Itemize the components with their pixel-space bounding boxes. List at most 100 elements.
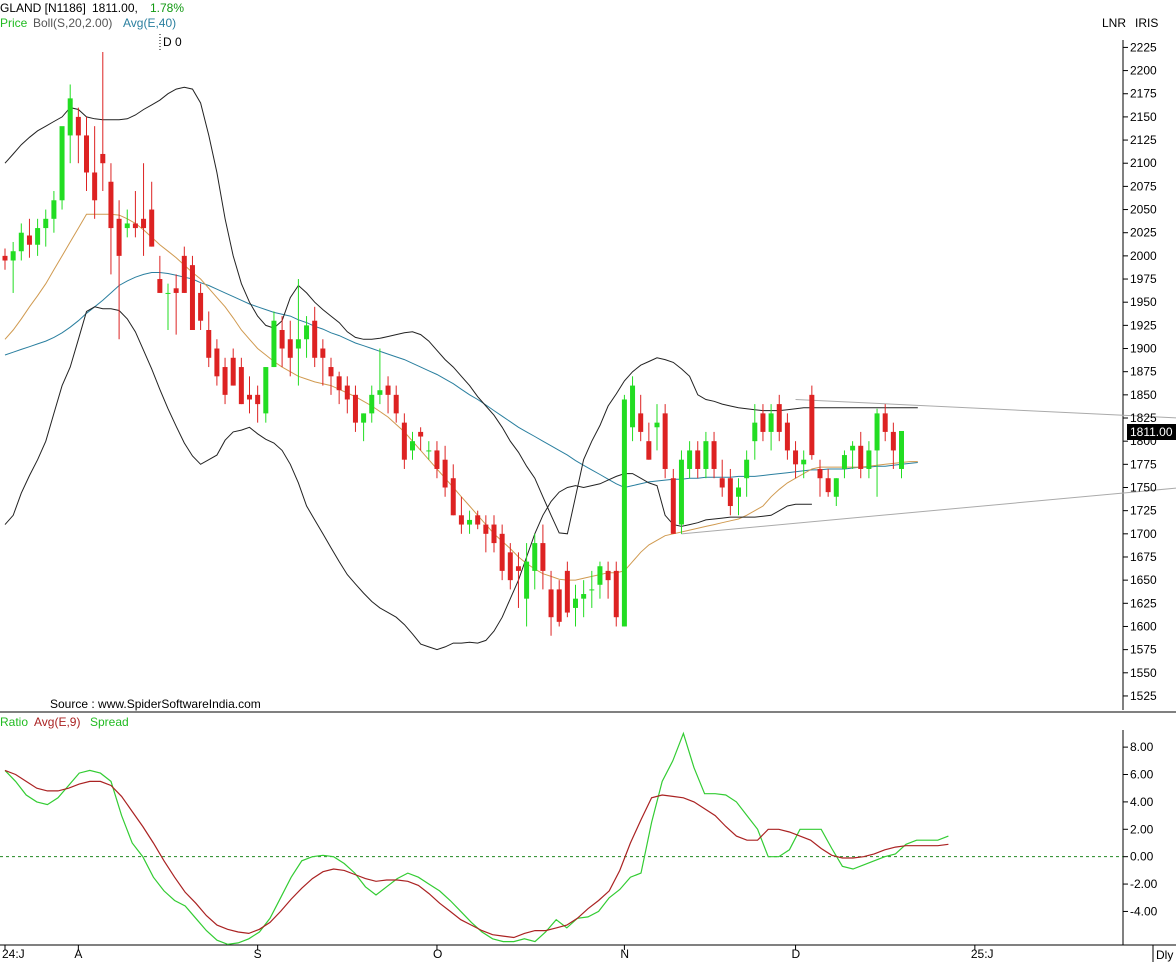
candle: [361, 413, 367, 442]
upper-trendline: [795, 398, 1176, 419]
price-tick-label: 2125: [1130, 133, 1157, 147]
candle-body: [564, 570, 570, 613]
candle: [483, 515, 489, 553]
candle-body: [719, 478, 725, 488]
candle: [10, 241, 16, 293]
legend-avg: Avg(E,40): [123, 16, 176, 30]
candle-body: [711, 441, 717, 469]
candle-body: [695, 450, 701, 469]
ratio-tick-label: 6.00: [1130, 768, 1154, 782]
candle-body: [100, 153, 106, 164]
candle: [377, 348, 383, 405]
candle-body: [670, 478, 676, 534]
candle: [352, 385, 358, 432]
candle: [222, 357, 228, 405]
price-tick-label: 1675: [1130, 550, 1157, 564]
time-tick-label: O: [433, 947, 442, 961]
candle: [124, 209, 130, 238]
price-tick-label: 1625: [1130, 596, 1157, 610]
candle: [589, 570, 595, 608]
candle-body: [295, 339, 301, 349]
candle: [271, 311, 277, 368]
price-tick-label: 2000: [1130, 249, 1157, 263]
candle-body: [401, 422, 407, 460]
candle-body: [230, 357, 236, 386]
candle: [752, 404, 758, 460]
candle-body: [361, 413, 367, 423]
price-tick-label: 2075: [1130, 179, 1157, 193]
candle-body: [198, 292, 204, 321]
candle: [320, 339, 326, 386]
boll-lower-band: [4, 306, 812, 651]
candle-body: [92, 172, 98, 201]
candle-body: [67, 98, 73, 136]
candle: [556, 580, 562, 627]
candle: [247, 376, 252, 414]
candle: [744, 450, 750, 497]
candle: [491, 515, 497, 553]
candle: [450, 464, 456, 516]
candle: [157, 255, 163, 293]
price-tick-label: 2050: [1130, 203, 1157, 217]
price-tick-label: 1525: [1130, 689, 1157, 703]
candle: [35, 218, 41, 256]
candle: [695, 441, 701, 479]
candle: [198, 283, 204, 330]
lnr-label[interactable]: LNR: [1102, 16, 1126, 30]
candle: [75, 107, 81, 164]
candle-body: [776, 404, 782, 432]
price-tick-label: 2200: [1130, 64, 1157, 78]
candle-body: [328, 367, 334, 377]
candle-body: [467, 519, 473, 525]
candle-body: [336, 376, 342, 391]
last-price-tag-bg: [1127, 424, 1176, 440]
candle: [866, 441, 872, 479]
candle-body: [238, 367, 244, 405]
candle-body: [882, 413, 888, 432]
candle: [646, 422, 652, 460]
candle: [703, 431, 709, 479]
iris-label[interactable]: IRIS: [1135, 16, 1158, 30]
candle-body: [605, 570, 611, 581]
candle-body: [214, 348, 220, 377]
candle: [564, 561, 570, 618]
price-tick-label: 2100: [1130, 156, 1157, 170]
time-tick-label: D: [792, 947, 801, 961]
candle-body: [165, 292, 171, 294]
dly-label[interactable]: Dly: [1156, 948, 1173, 962]
candle-body: [581, 594, 587, 599]
candle: [393, 385, 399, 423]
candle: [817, 459, 823, 497]
candle: [92, 126, 98, 219]
candle: [776, 394, 782, 442]
ratio-axis-ticks: -4.00 -2.00 0.00 2.00 4.00 6.00 8.00: [1123, 740, 1158, 918]
candle-body: [638, 413, 644, 432]
price-tick-label: 2025: [1130, 226, 1157, 240]
candle-body: [59, 126, 65, 201]
price-tick-label: 1700: [1130, 527, 1157, 541]
candle: [67, 84, 73, 164]
candle: [630, 376, 636, 442]
candle-body: [841, 455, 847, 469]
ratio-tick-label: 4.00: [1130, 795, 1154, 809]
candle-body: [703, 441, 709, 469]
candle: [548, 570, 554, 636]
candle-body: [809, 394, 815, 456]
candle-body: [141, 218, 147, 229]
candle: [581, 580, 587, 618]
price-tick-label: 2175: [1130, 87, 1157, 101]
candle-body: [377, 390, 383, 395]
candle: [312, 306, 318, 368]
candle: [385, 376, 391, 414]
candle: [507, 543, 513, 590]
ratio-tick-label: -2.00: [1130, 877, 1158, 891]
time-tick-label: N: [620, 947, 629, 961]
price-tick-label: 2225: [1130, 40, 1157, 54]
candle: [573, 584, 578, 627]
candle: [515, 552, 521, 608]
candle-body: [263, 367, 269, 414]
candle: [304, 316, 310, 358]
price-tick-label: 1650: [1130, 573, 1157, 587]
candle: [662, 404, 668, 479]
candle: [882, 404, 888, 442]
